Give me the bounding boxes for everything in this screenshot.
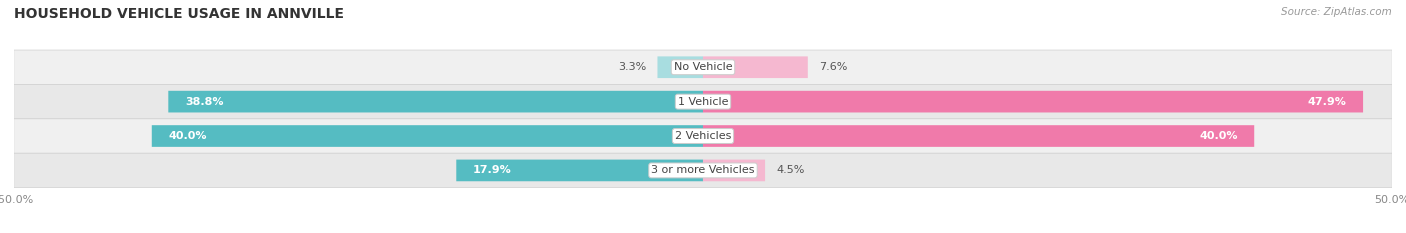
FancyBboxPatch shape [14,119,1392,153]
Text: 40.0%: 40.0% [169,131,207,141]
Text: 2 Vehicles: 2 Vehicles [675,131,731,141]
Text: 17.9%: 17.9% [472,165,512,175]
FancyBboxPatch shape [169,91,703,113]
Text: Source: ZipAtlas.com: Source: ZipAtlas.com [1281,7,1392,17]
FancyBboxPatch shape [14,153,1392,188]
Text: 47.9%: 47.9% [1308,97,1347,107]
FancyBboxPatch shape [152,125,703,147]
Text: 38.8%: 38.8% [186,97,224,107]
Text: 40.0%: 40.0% [1199,131,1237,141]
Text: 3.3%: 3.3% [619,62,647,72]
FancyBboxPatch shape [14,84,1392,119]
FancyBboxPatch shape [703,91,1362,113]
Text: HOUSEHOLD VEHICLE USAGE IN ANNVILLE: HOUSEHOLD VEHICLE USAGE IN ANNVILLE [14,7,344,21]
FancyBboxPatch shape [703,56,808,78]
Text: 7.6%: 7.6% [818,62,848,72]
FancyBboxPatch shape [14,50,1392,84]
Text: 1 Vehicle: 1 Vehicle [678,97,728,107]
Text: 4.5%: 4.5% [776,165,804,175]
FancyBboxPatch shape [457,160,703,181]
Text: 3 or more Vehicles: 3 or more Vehicles [651,165,755,175]
FancyBboxPatch shape [658,56,703,78]
Text: No Vehicle: No Vehicle [673,62,733,72]
FancyBboxPatch shape [703,160,765,181]
FancyBboxPatch shape [703,125,1254,147]
